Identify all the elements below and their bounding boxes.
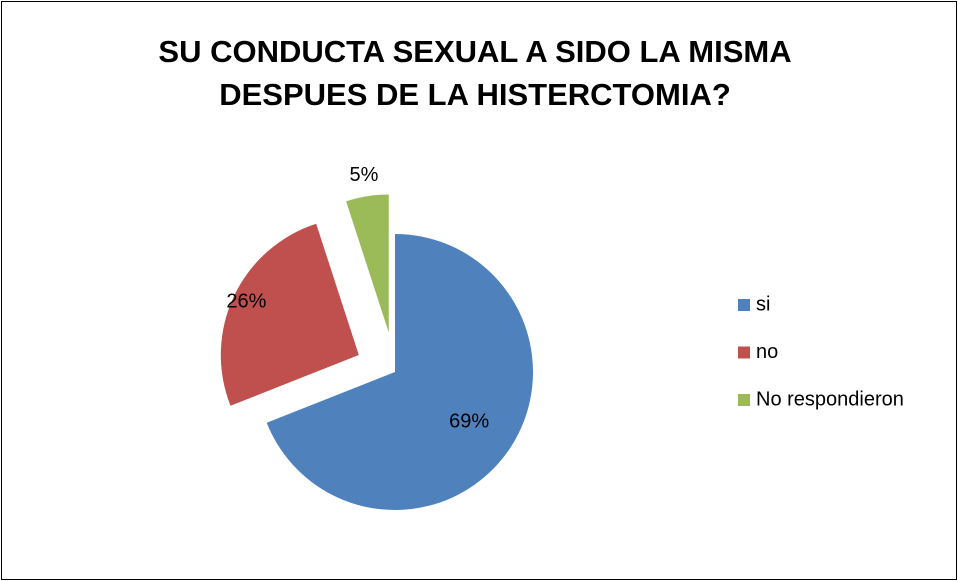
legend-label: si (756, 293, 770, 315)
data-label: 5% (349, 164, 378, 186)
pie-slice (346, 194, 389, 333)
legend-label: no (756, 341, 778, 363)
legend-swatch (738, 394, 750, 406)
legend-swatch (738, 346, 750, 359)
pie-slice (266, 234, 533, 511)
data-label: 26% (226, 290, 266, 312)
legend-swatch (738, 299, 750, 311)
data-label: 69% (449, 411, 489, 433)
legend-label: No respondieron (756, 388, 904, 410)
pie-slice (220, 223, 359, 406)
chart-title: SU CONDUCTA SEXUAL A SIDO LA MISMA DESPU… (158, 34, 792, 112)
